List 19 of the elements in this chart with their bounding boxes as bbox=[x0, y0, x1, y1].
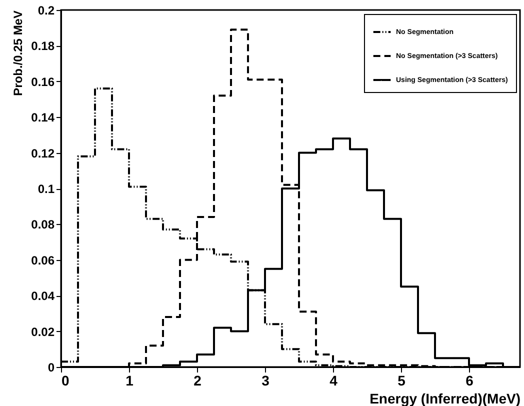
y-tick-label: 0.02 bbox=[31, 324, 55, 339]
y-tick-label: 0.16 bbox=[31, 74, 55, 89]
x-tick-label: 0 bbox=[62, 372, 70, 388]
x-tick-label: 5 bbox=[398, 372, 406, 388]
y-tick-label: 0.04 bbox=[31, 289, 55, 304]
y-tick-label: 0.08 bbox=[31, 218, 55, 232]
x-tick-label: 3 bbox=[262, 372, 270, 388]
y-tick-label: 0.2 bbox=[38, 4, 55, 18]
y-tick-label: 0.06 bbox=[31, 253, 55, 268]
y-tick-label: 0.18 bbox=[31, 39, 55, 54]
y-tick-label: 0 bbox=[48, 360, 55, 374]
y-tick-label: 0.1 bbox=[38, 182, 55, 196]
x-tick-label: 1 bbox=[126, 372, 134, 388]
y-tick-label: 0.12 bbox=[31, 146, 55, 160]
y-tick-label: 0.14 bbox=[31, 110, 55, 125]
x-tick-label: 6 bbox=[466, 372, 474, 388]
x-tick-label: 2 bbox=[194, 372, 202, 388]
y-axis-title: Prob./0.25 MeV bbox=[11, 10, 26, 96]
x-tick-label: 4 bbox=[330, 372, 338, 388]
